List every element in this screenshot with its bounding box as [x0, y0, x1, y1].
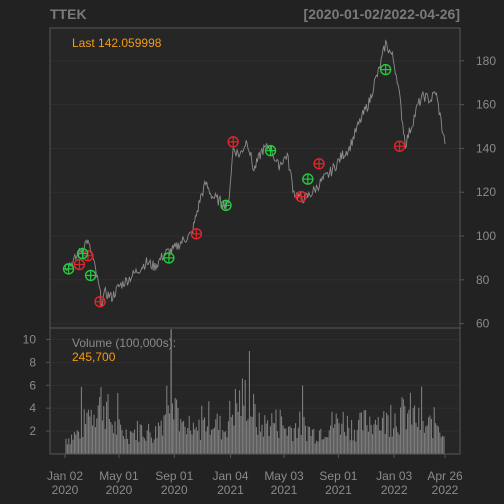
- volume-bars: [65, 329, 445, 454]
- date-tick-label: Sep 01: [319, 469, 357, 483]
- volume-tick-label: 8: [29, 355, 36, 369]
- chart-title-symbol: TTEK: [50, 6, 87, 22]
- date-tick-year: 2022: [432, 483, 459, 497]
- price-tick-label: 120: [476, 185, 496, 199]
- volume-tick-label: 6: [29, 378, 36, 392]
- date-tick-year: 2021: [325, 483, 352, 497]
- date-tick-year: 2021: [271, 483, 298, 497]
- date-tick-label: May 03: [264, 469, 304, 483]
- date-tick-label: May 01: [99, 469, 139, 483]
- volume-panel-frame: [49, 327, 461, 455]
- price-tick-label: 160: [476, 98, 496, 112]
- date-tick-label: Jan 04: [212, 469, 248, 483]
- chart-date-range: [2020-01-02/2022-04-26]: [304, 6, 460, 22]
- date-tick-year: 2022: [381, 483, 408, 497]
- date-tick-year: 2020: [106, 483, 133, 497]
- volume-tick-label: 10: [23, 332, 37, 346]
- volume-tick-label: 2: [29, 424, 36, 438]
- trade-signals: [62, 63, 406, 308]
- date-tick-year: 2020: [161, 483, 188, 497]
- last-price-label: Last 142.059998: [72, 36, 162, 50]
- price-tick-label: 60: [476, 317, 490, 331]
- volume-tick-label: 4: [29, 401, 36, 415]
- price-panel: [50, 28, 460, 328]
- price-tick-label: 100: [476, 229, 496, 243]
- price-grid: [50, 60, 460, 325]
- price-axis-ticks: 60 80 100 120 140 160 180: [460, 54, 496, 331]
- price-line: [64, 39, 446, 308]
- date-tick-label: Apr 26: [427, 469, 463, 483]
- price-series: [64, 39, 446, 308]
- price-tick-label: 180: [476, 54, 496, 68]
- price-tick-label: 140: [476, 141, 496, 155]
- date-tick-year: 2020: [52, 483, 79, 497]
- date-tick-year: 2021: [217, 483, 244, 497]
- volume-axis-ticks: 2 4 6 8 10: [23, 332, 50, 438]
- volume-value: 245,700: [72, 350, 116, 364]
- date-tick-label: Jan 02: [47, 469, 83, 483]
- volume-label: Volume (100,000s):: [72, 336, 176, 350]
- price-tick-label: 80: [476, 273, 490, 287]
- date-tick-label: Sep 01: [155, 469, 193, 483]
- date-tick-label: Jan 03: [376, 469, 412, 483]
